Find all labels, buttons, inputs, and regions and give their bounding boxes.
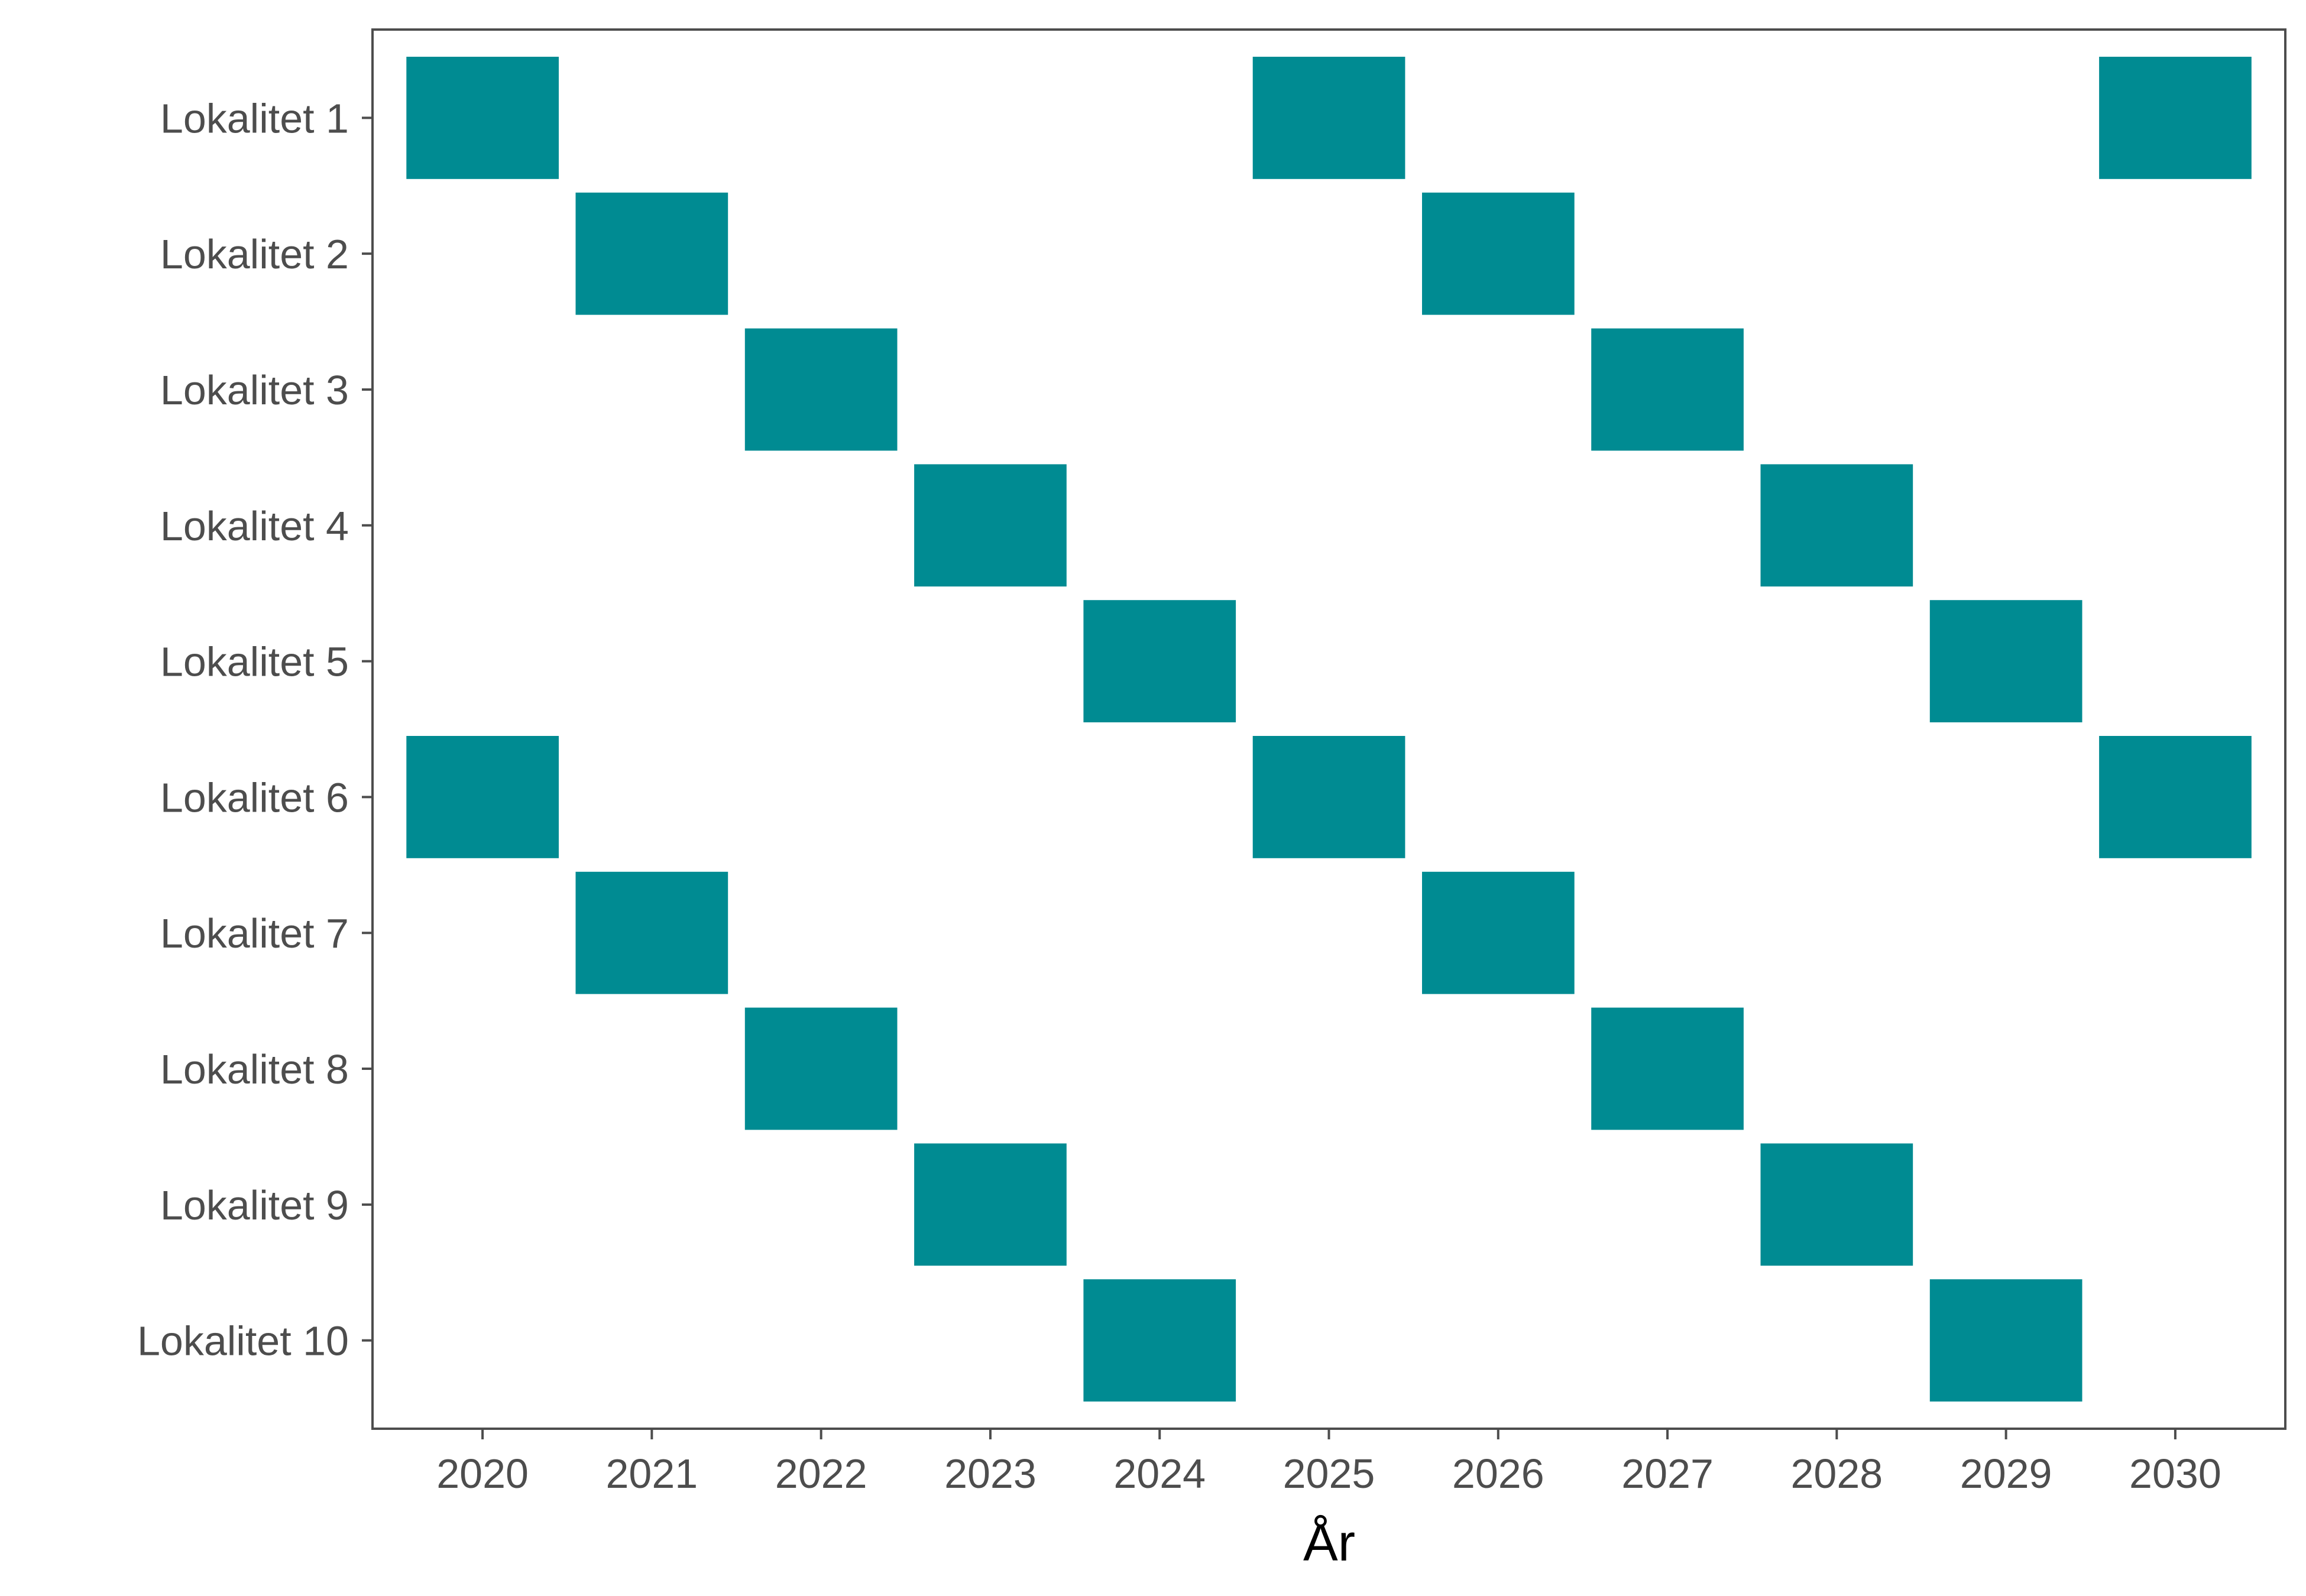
y-tick-label: Lokalitet 1 bbox=[160, 95, 349, 141]
cell-lokalitet-5-2024 bbox=[1083, 600, 1236, 722]
cell-lokalitet-10-2024 bbox=[1083, 1279, 1236, 1402]
cell-lokalitet-10-2029 bbox=[1929, 1279, 2082, 1402]
x-axis-title: År bbox=[1303, 1513, 1355, 1572]
y-tick-label: Lokalitet 7 bbox=[160, 910, 349, 956]
cell-lokalitet-2-2026 bbox=[1422, 192, 1575, 315]
y-axis: Lokalitet 1 Lokalitet 2 Lokalitet 3 Lokalit… bbox=[137, 95, 373, 1364]
y-tick-label: Lokalitet 4 bbox=[160, 503, 349, 549]
cell-lokalitet-4-2028 bbox=[1760, 464, 1913, 587]
cell-lokalitet-6-2020 bbox=[406, 736, 559, 858]
cells-layer bbox=[406, 57, 2252, 1402]
y-tick-label: Lokalitet 3 bbox=[160, 367, 349, 413]
cell-lokalitet-5-2029 bbox=[1929, 600, 2082, 722]
cell-lokalitet-7-2021 bbox=[575, 871, 728, 994]
y-tick-label: Lokalitet 5 bbox=[160, 639, 349, 685]
x-tick-label: 2025 bbox=[1283, 1451, 1375, 1497]
cell-lokalitet-6-2030 bbox=[2099, 736, 2252, 858]
y-tick-label: Lokalitet 6 bbox=[160, 774, 349, 820]
cell-lokalitet-7-2026 bbox=[1422, 871, 1575, 994]
x-tick-label: 2022 bbox=[775, 1451, 867, 1497]
x-tick-label: 2023 bbox=[944, 1451, 1037, 1497]
y-tick-label: Lokalitet 10 bbox=[137, 1318, 349, 1364]
cell-lokalitet-9-2028 bbox=[1760, 1143, 1913, 1266]
x-tick-label: 2021 bbox=[606, 1451, 698, 1497]
x-tick-label: 2026 bbox=[1452, 1451, 1544, 1497]
x-tick-label: 2020 bbox=[436, 1451, 529, 1497]
cell-lokalitet-3-2022 bbox=[744, 328, 898, 451]
cell-lokalitet-3-2027 bbox=[1591, 328, 1744, 451]
cell-lokalitet-8-2022 bbox=[744, 1007, 898, 1130]
cell-lokalitet-1-2020 bbox=[406, 57, 559, 179]
cell-lokalitet-2-2021 bbox=[575, 192, 728, 315]
x-axis: 2020 2021 2022 2023 2024 2025 2026 2027 2028 2029… bbox=[436, 1429, 2221, 1497]
x-tick-label: 2027 bbox=[1621, 1451, 1714, 1497]
y-tick-label: Lokalitet 2 bbox=[160, 231, 349, 277]
cell-lokalitet-9-2023 bbox=[914, 1143, 1067, 1266]
cell-lokalitet-4-2023 bbox=[914, 464, 1067, 587]
cell-lokalitet-1-2025 bbox=[1252, 57, 1405, 179]
y-tick-label: Lokalitet 8 bbox=[160, 1046, 349, 1092]
cell-lokalitet-8-2027 bbox=[1591, 1007, 1744, 1130]
cell-lokalitet-1-2030 bbox=[2099, 57, 2252, 179]
x-tick-label: 2024 bbox=[1113, 1451, 1206, 1497]
cell-lokalitet-6-2025 bbox=[1252, 736, 1405, 858]
y-tick-label: Lokalitet 9 bbox=[160, 1182, 349, 1228]
x-tick-label: 2028 bbox=[1790, 1451, 1883, 1497]
x-tick-label: 2029 bbox=[1960, 1451, 2052, 1497]
x-tick-label: 2030 bbox=[2129, 1451, 2221, 1497]
